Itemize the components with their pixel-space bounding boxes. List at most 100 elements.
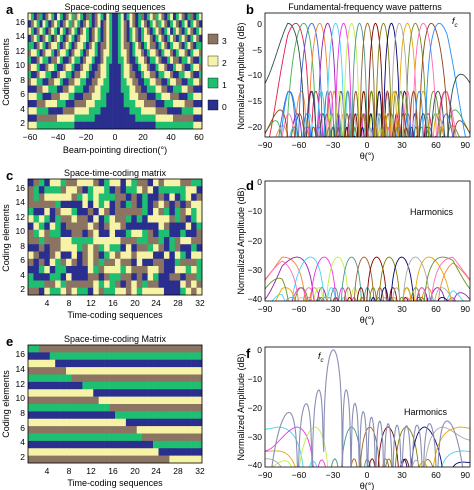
heatmap-cell <box>68 49 72 57</box>
panel-b: b Fundamental-frequency wave patterns −9… <box>236 2 471 161</box>
heatmap-cell <box>163 200 170 209</box>
heatmap-cell <box>144 114 148 123</box>
heatmap-cell <box>98 381 105 390</box>
heatmap-cell <box>196 251 203 260</box>
heatmap-cell <box>115 34 119 43</box>
heatmap-cell <box>93 179 99 187</box>
heatmap-cell <box>98 266 105 274</box>
heatmap-cell <box>59 56 64 65</box>
series-line <box>265 22 470 137</box>
heatmap-cell <box>71 345 78 353</box>
heatmap-cell <box>142 215 148 223</box>
heatmap-cell <box>185 229 192 238</box>
tick-label: 40 <box>166 132 176 142</box>
heatmap-cell <box>82 186 89 194</box>
heatmap-cell <box>149 56 153 65</box>
heatmap-cell <box>55 381 61 390</box>
heatmap-cell <box>91 56 95 65</box>
heatmap-cell <box>175 85 180 94</box>
heatmap-cell <box>112 13 116 21</box>
heatmap-cell <box>169 396 176 405</box>
tick-label: 90 <box>461 304 471 314</box>
heatmap-cell <box>199 78 203 86</box>
heatmap-cell <box>169 426 176 434</box>
heatmap-cell <box>94 78 98 86</box>
heatmap-cell <box>87 455 94 464</box>
heatmap-cell <box>83 121 87 130</box>
heatmap-cell <box>196 222 203 231</box>
heatmap-cell <box>33 85 37 94</box>
heatmap-cell <box>71 426 78 434</box>
heatmap-cell <box>103 49 107 57</box>
heatmap-cell <box>161 49 165 57</box>
heatmap-cell <box>38 244 45 252</box>
heatmap-cell <box>142 186 148 194</box>
heatmap-cell <box>49 208 56 216</box>
heatmap-cell <box>74 85 78 94</box>
heatmap-cell <box>132 71 136 79</box>
heatmap-cell <box>158 200 165 209</box>
heatmap-cell <box>68 71 72 79</box>
heatmap-cell <box>28 426 34 434</box>
heatmap-cell <box>115 222 121 231</box>
heatmap-cell <box>144 107 148 115</box>
heatmap-cell <box>109 85 113 94</box>
heatmap-cell <box>175 20 180 28</box>
heatmap-cell <box>77 20 81 28</box>
heatmap-cell <box>91 13 95 21</box>
heatmap-cell <box>94 34 98 43</box>
heatmap-cell <box>131 273 138 281</box>
legend-label: 1 <box>222 80 227 90</box>
heatmap-cell <box>109 71 113 79</box>
panel-a-legend: 3 2 1 0 <box>207 33 227 112</box>
heatmap-cell <box>174 215 181 223</box>
heatmap-cell <box>71 374 78 383</box>
heatmap-cell <box>125 179 132 187</box>
heatmap-cell <box>132 49 136 57</box>
heatmap-cell <box>54 49 58 57</box>
heatmap-cell <box>48 63 52 72</box>
heatmap-cell <box>178 34 182 43</box>
heatmap-cell <box>131 258 138 267</box>
heatmap-cell <box>120 448 127 456</box>
heatmap-cell <box>146 63 151 72</box>
heatmap-cell <box>59 27 64 36</box>
heatmap-cell <box>97 42 101 50</box>
heatmap-cell <box>123 63 127 72</box>
heatmap-cell <box>54 92 58 101</box>
heatmap-cell <box>91 71 95 79</box>
heatmap-cell <box>55 258 61 267</box>
tick-label: 16 <box>16 17 26 27</box>
legend-swatch-0 <box>207 99 219 111</box>
heatmap-cell <box>169 440 176 449</box>
heatmap-cell <box>152 20 156 28</box>
heatmap-cell <box>51 114 55 123</box>
heatmap-cell <box>106 92 110 101</box>
heatmap-cell <box>109 78 113 86</box>
heatmap-cell <box>28 244 34 252</box>
heatmap-cell <box>149 27 153 36</box>
heatmap-cell <box>181 92 185 101</box>
heatmap-cell <box>60 426 67 434</box>
heatmap-cell <box>185 186 192 194</box>
heatmap-cell <box>30 92 35 101</box>
heatmap-cell <box>38 200 45 209</box>
heatmap-cell <box>62 27 66 36</box>
heatmap-cell <box>167 34 171 43</box>
heatmap-cell <box>104 229 110 238</box>
panel-c-yticks: 2 4 6 8 10 12 14 16 <box>16 183 26 294</box>
heatmap-cell <box>44 374 51 383</box>
heatmap-cell <box>33 367 40 375</box>
heatmap-cell <box>126 34 130 43</box>
heatmap-cell <box>54 63 58 72</box>
heatmap-cell <box>169 389 176 397</box>
heatmap-cell <box>71 215 78 223</box>
heatmap-cell <box>147 186 154 194</box>
heatmap-cell <box>94 121 98 130</box>
heatmap-cell <box>38 345 45 353</box>
heatmap-cell <box>91 92 95 101</box>
heatmap-cell <box>82 433 89 442</box>
heatmap-cell <box>97 20 101 28</box>
heatmap-cell <box>45 71 49 79</box>
heatmap-cell <box>141 42 145 50</box>
